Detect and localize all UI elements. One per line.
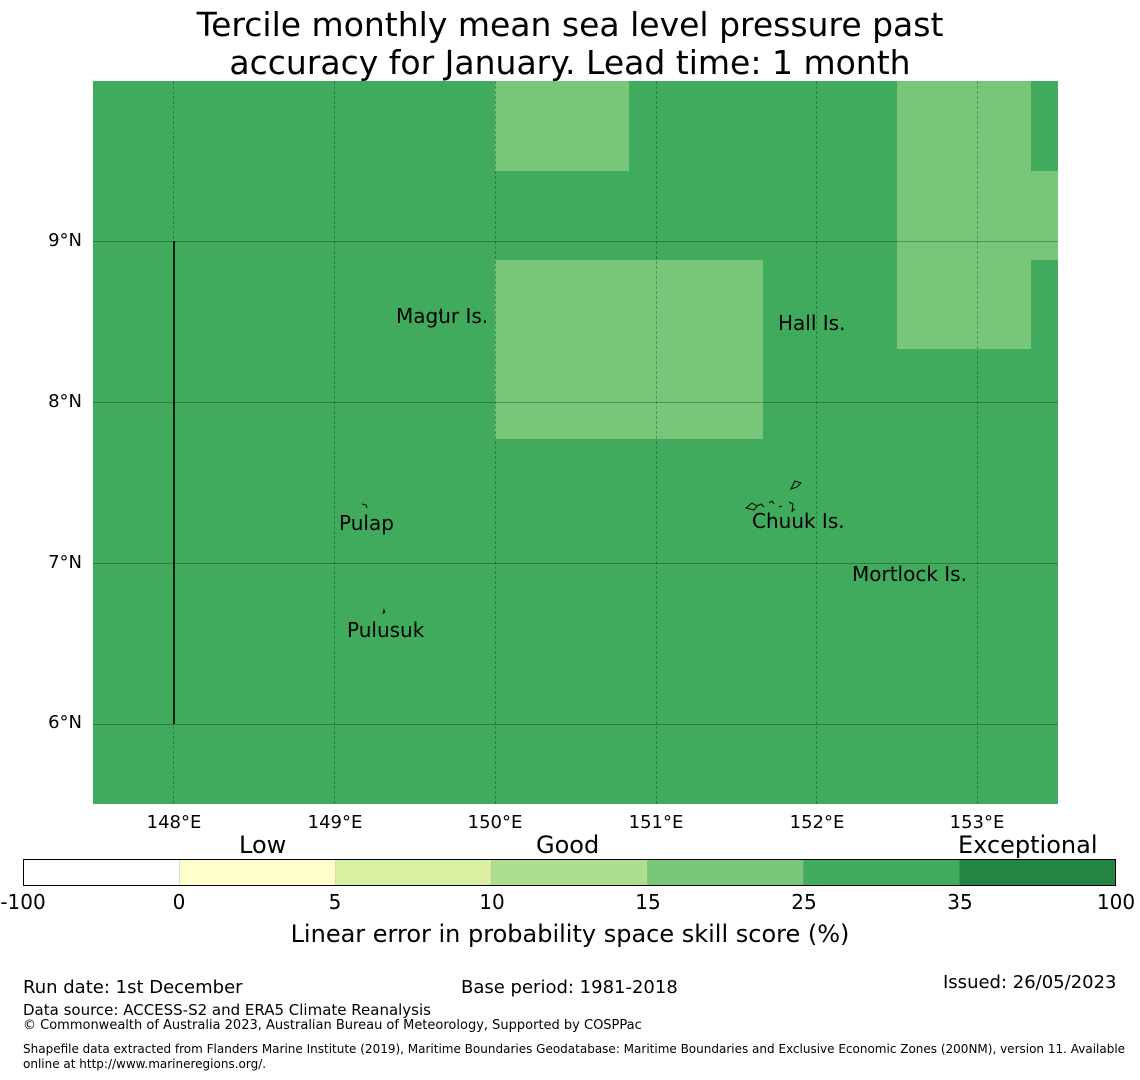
colorbar-segment [24,860,180,885]
lon-label-148e: 148°E [146,812,202,833]
colorbar-segment [648,860,804,885]
colorbar-label: Linear error in probability space skill … [290,920,850,948]
colorbar-segment [180,860,336,885]
colorbar-segment [492,860,648,885]
skill-cell [495,81,629,171]
colorbar-tick: 100 [1096,890,1136,914]
issued-date: Issued: 26/05/2023 [943,972,1117,993]
parallel-6 [93,724,1058,725]
shapefile-credit-2: online at http://www.marineregions.org/. [23,1057,267,1071]
base-period: Base period: 1981-2018 [461,977,678,998]
meridian-152 [816,81,817,804]
parallel-9 [93,241,1058,242]
lon-label-149e: 149°E [307,812,363,833]
skill-cell [897,81,1031,349]
skill-map: Magur Is. Hall Is. Pulap Chuuk Is. Mortl… [93,81,1058,804]
lat-label-9n: 9°N [48,230,82,251]
colorbar-tick: 0 [172,890,186,914]
island-label-chuuk: Chuuk Is. [752,509,845,533]
lat-label-6n: 6°N [48,712,82,733]
lat-label-7n: 7°N [48,552,82,573]
chuuk-island-shapes [744,480,802,513]
pulap-island-shape [361,503,368,509]
title-line-2: accuracy for January. Lead time: 1 month [229,43,911,82]
pulusuk-island-shape [382,608,386,615]
island-label-hall: Hall Is. [778,311,846,335]
run-date: Run date: 1st December [23,977,243,998]
colorbar-tick: 35 [947,890,973,914]
colorbar-segment [960,860,1115,885]
colorbar-tick: 10 [479,890,505,914]
lon-label-153e: 153°E [949,812,1005,833]
meridian-153 [977,81,978,804]
colorbar-tick: 15 [635,890,661,914]
island-label-mortlock: Mortlock Is. [852,562,967,586]
skill-cell [1031,171,1058,260]
island-label-magur: Magur Is. [396,304,489,328]
lon-label-151e: 151°E [628,812,684,833]
title-line-1: Tercile monthly mean sea level pressure … [196,5,944,44]
boundary-overlay [173,241,802,724]
map-title: Tercile monthly mean sea level pressure … [0,6,1140,82]
island-label-pulap: Pulap [339,511,394,535]
lon-label-152e: 152°E [789,812,845,833]
shapefile-credit-1: Shapefile data extracted from Flanders M… [23,1042,1126,1056]
parallel-7 [93,563,1058,564]
magur-island-shape [438,307,443,315]
skill-cell [495,260,763,439]
data-source: Data source: ACCESS-S2 and ERA5 Climate … [23,1001,431,1019]
colorbar-tick: 25 [791,890,817,914]
island-label-pulusuk: Pulusuk [347,618,425,642]
colorbar-tick: -100 [0,890,46,914]
parallel-8 [93,402,1058,403]
meridian-150 [495,81,496,804]
colorbar [23,859,1116,886]
lat-label-8n: 8°N [48,391,82,412]
meridian-149 [334,81,335,804]
colorbar-tick: 5 [328,890,342,914]
meridian-151 [656,81,657,804]
category-low: Low [239,831,287,859]
category-good: Good [536,831,600,859]
colorbar-segment [336,860,492,885]
copyright: © Commonwealth of Australia 2023, Austra… [23,1018,642,1033]
colorbar-segment [804,860,960,885]
category-exceptional: Exceptional [958,831,1098,859]
lon-label-150e: 150°E [467,812,523,833]
